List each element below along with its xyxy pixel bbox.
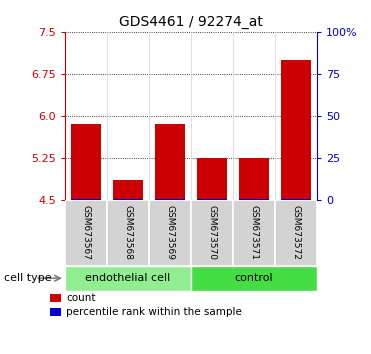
Bar (71, 124, 101, 200)
Bar (107, 200, 149, 266)
Bar (197, 199, 227, 200)
Bar (71, 199, 101, 200)
Bar (239, 158, 269, 200)
Bar (155, 199, 185, 200)
Text: GSM673571: GSM673571 (250, 205, 259, 260)
Bar (149, 200, 191, 266)
Bar (275, 200, 317, 266)
Text: GSM673572: GSM673572 (292, 205, 301, 260)
Bar (191, 200, 233, 266)
Text: GSM673570: GSM673570 (208, 205, 217, 260)
Bar (191, 266, 317, 291)
Text: GSM673567: GSM673567 (82, 205, 91, 260)
Bar (233, 200, 275, 266)
Bar (65, 266, 191, 291)
Bar (282, 199, 311, 200)
Text: count: count (66, 293, 96, 303)
Bar (50, 308, 61, 316)
Title: GDS4461 / 92274_at: GDS4461 / 92274_at (119, 16, 263, 29)
Text: cell type: cell type (4, 273, 51, 283)
Bar (65, 200, 107, 266)
Text: GSM673569: GSM673569 (165, 205, 174, 260)
Text: GSM673568: GSM673568 (124, 205, 132, 260)
Text: control: control (235, 273, 273, 283)
Bar (197, 158, 227, 200)
Bar (239, 199, 269, 200)
Bar (50, 294, 61, 302)
Bar (155, 124, 185, 200)
Bar (113, 181, 143, 200)
Bar (282, 60, 311, 200)
Text: percentile rank within the sample: percentile rank within the sample (66, 307, 242, 318)
Bar (113, 199, 143, 200)
Text: endothelial cell: endothelial cell (85, 273, 171, 283)
